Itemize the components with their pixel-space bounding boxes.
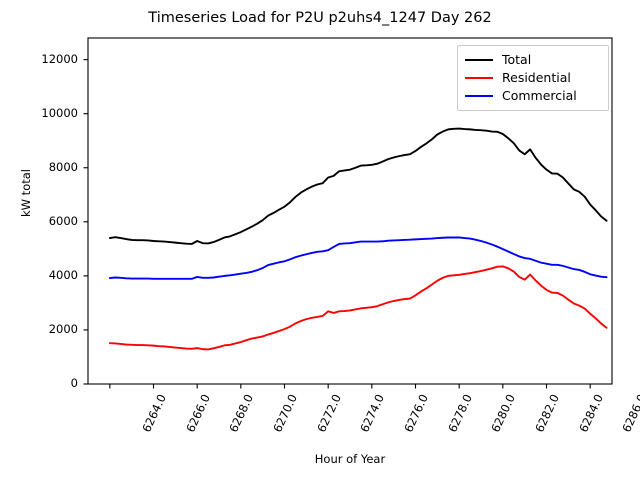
y-tick-label: 6000 (48, 213, 78, 228)
y-tick-label: 2000 (48, 321, 78, 336)
legend-swatch-commercial (465, 95, 493, 97)
y-tick-label: 8000 (48, 159, 78, 174)
legend-swatch-residential (465, 77, 493, 79)
y-tick-label: 4000 (48, 267, 78, 282)
series-line-commercial (108, 236, 608, 280)
legend-label-total: Total (502, 52, 532, 67)
series-line-residential (108, 265, 608, 351)
legend-label-residential: Residential (502, 70, 571, 85)
y-tick-label: 12000 (41, 51, 78, 66)
plot-frame (87, 37, 613, 385)
y-tick-label: 0 (70, 376, 78, 390)
legend-item-commercial: Commercial (465, 87, 601, 105)
x-axis-label: Hour of Year (314, 452, 386, 466)
legend-item-residential: Residential (465, 69, 601, 87)
y-tick-label: 10000 (41, 105, 78, 120)
legend-label-commercial: Commercial (502, 88, 577, 103)
page-title: Timeseries Load for P2U p2uhs4_1247 Day … (148, 10, 492, 26)
legend-swatch-total (465, 59, 493, 61)
series-line-total (108, 127, 608, 245)
legend-item-total: Total (465, 51, 601, 69)
legend: Total Residential Commercial (457, 45, 609, 111)
